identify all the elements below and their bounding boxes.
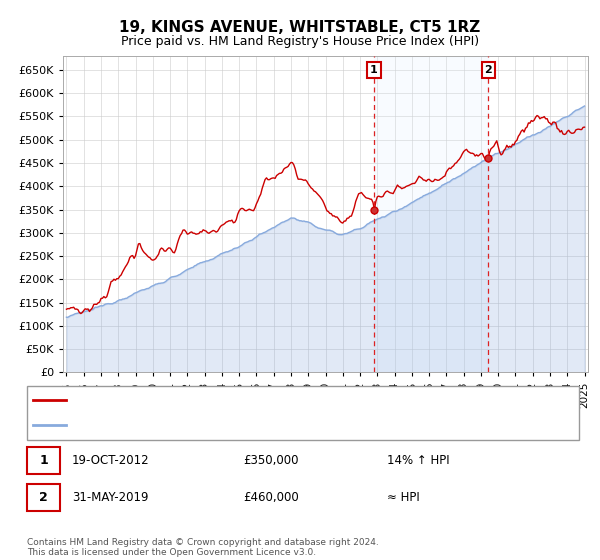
Text: HPI: Average price, detached house, Canterbury: HPI: Average price, detached house, Cant… bbox=[72, 420, 324, 430]
Text: 1: 1 bbox=[39, 454, 48, 468]
Text: Contains HM Land Registry data © Crown copyright and database right 2024.
This d: Contains HM Land Registry data © Crown c… bbox=[27, 538, 379, 557]
Text: £350,000: £350,000 bbox=[243, 454, 299, 468]
Text: 19, KINGS AVENUE, WHITSTABLE, CT5 1RZ: 19, KINGS AVENUE, WHITSTABLE, CT5 1RZ bbox=[119, 20, 481, 35]
Bar bbox=[374, 56, 488, 372]
Text: 2: 2 bbox=[39, 491, 48, 505]
Text: 19, KINGS AVENUE, WHITSTABLE, CT5 1RZ (detached house): 19, KINGS AVENUE, WHITSTABLE, CT5 1RZ (d… bbox=[72, 395, 388, 405]
Text: 19-OCT-2012: 19-OCT-2012 bbox=[72, 454, 149, 468]
Text: 31-MAY-2019: 31-MAY-2019 bbox=[72, 491, 149, 505]
Text: 2: 2 bbox=[484, 65, 492, 75]
Text: £460,000: £460,000 bbox=[243, 491, 299, 505]
Text: Price paid vs. HM Land Registry's House Price Index (HPI): Price paid vs. HM Land Registry's House … bbox=[121, 35, 479, 48]
Text: ≈ HPI: ≈ HPI bbox=[387, 491, 420, 505]
Text: 14% ↑ HPI: 14% ↑ HPI bbox=[387, 454, 449, 468]
Text: 1: 1 bbox=[370, 65, 378, 75]
